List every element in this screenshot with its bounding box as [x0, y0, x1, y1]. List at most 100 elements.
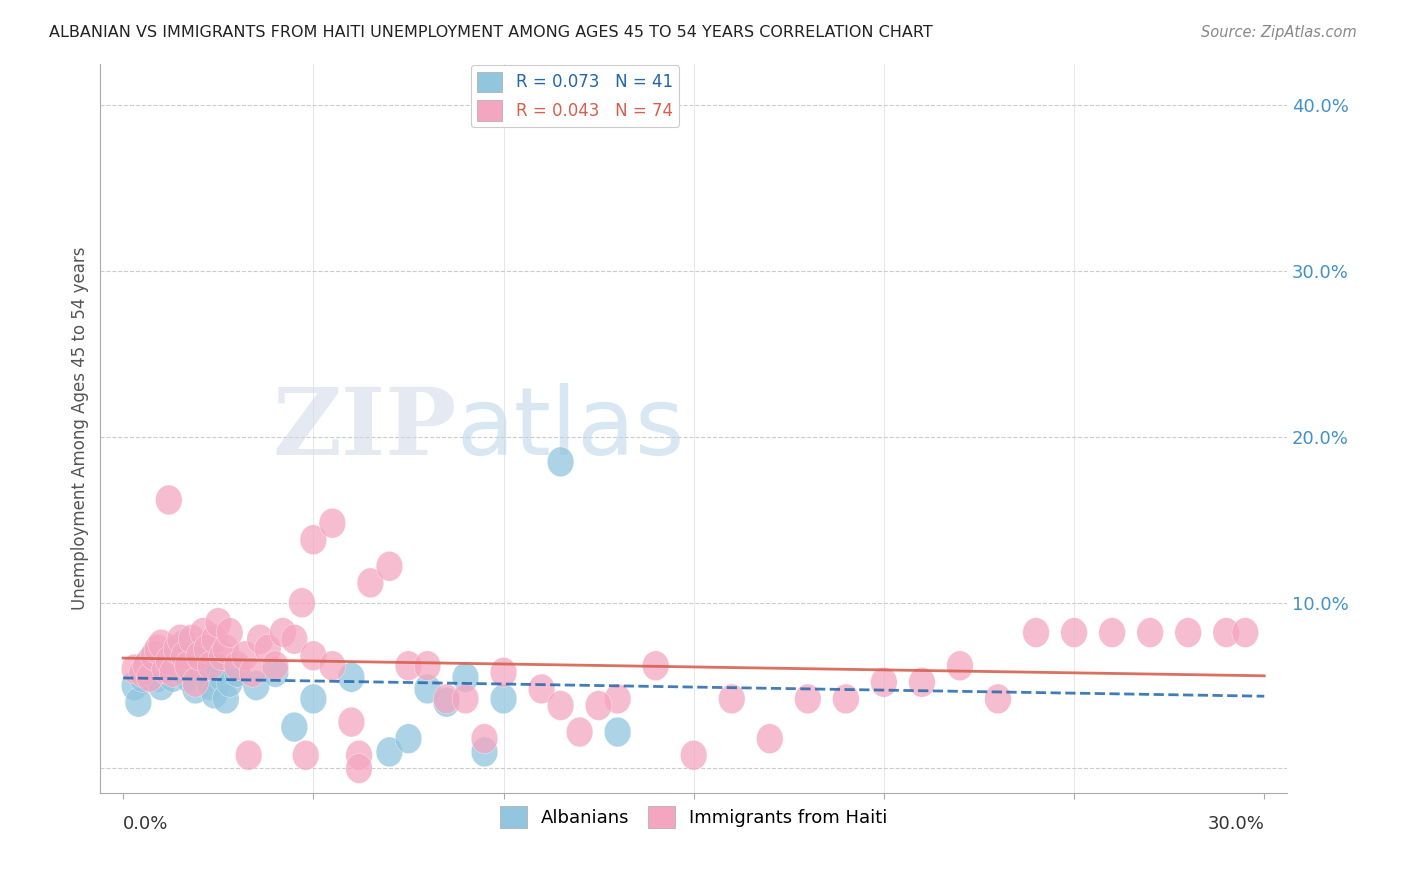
Ellipse shape: [179, 624, 205, 654]
Ellipse shape: [643, 651, 669, 681]
Ellipse shape: [346, 754, 373, 783]
Ellipse shape: [170, 629, 197, 659]
Ellipse shape: [121, 671, 148, 700]
Ellipse shape: [395, 651, 422, 681]
Ellipse shape: [415, 651, 440, 681]
Ellipse shape: [170, 640, 197, 671]
Ellipse shape: [136, 663, 163, 692]
Ellipse shape: [832, 684, 859, 714]
Ellipse shape: [152, 646, 179, 675]
Ellipse shape: [232, 640, 259, 671]
Ellipse shape: [205, 654, 232, 684]
Ellipse shape: [159, 657, 186, 687]
Ellipse shape: [1099, 617, 1125, 648]
Ellipse shape: [1213, 617, 1240, 648]
Ellipse shape: [1137, 617, 1164, 648]
Ellipse shape: [205, 607, 232, 638]
Ellipse shape: [471, 737, 498, 767]
Ellipse shape: [529, 674, 555, 704]
Ellipse shape: [346, 740, 373, 770]
Ellipse shape: [239, 657, 266, 687]
Ellipse shape: [299, 640, 326, 671]
Ellipse shape: [254, 634, 281, 664]
Ellipse shape: [121, 654, 148, 684]
Ellipse shape: [129, 663, 156, 692]
Ellipse shape: [190, 617, 217, 648]
Ellipse shape: [319, 508, 346, 538]
Ellipse shape: [224, 651, 250, 681]
Ellipse shape: [186, 646, 212, 675]
Ellipse shape: [194, 634, 221, 664]
Text: 30.0%: 30.0%: [1208, 815, 1264, 833]
Text: 0.0%: 0.0%: [124, 815, 169, 833]
Ellipse shape: [377, 551, 402, 582]
Ellipse shape: [1232, 617, 1258, 648]
Ellipse shape: [136, 646, 163, 675]
Ellipse shape: [433, 684, 460, 714]
Ellipse shape: [946, 651, 973, 681]
Ellipse shape: [605, 684, 631, 714]
Ellipse shape: [201, 679, 228, 709]
Ellipse shape: [132, 654, 159, 684]
Ellipse shape: [984, 684, 1011, 714]
Ellipse shape: [415, 674, 440, 704]
Ellipse shape: [281, 624, 308, 654]
Ellipse shape: [281, 712, 308, 742]
Ellipse shape: [224, 657, 250, 687]
Ellipse shape: [190, 654, 217, 684]
Ellipse shape: [547, 690, 574, 721]
Ellipse shape: [141, 640, 167, 671]
Ellipse shape: [152, 654, 179, 684]
Ellipse shape: [453, 663, 479, 692]
Ellipse shape: [1022, 617, 1049, 648]
Ellipse shape: [471, 723, 498, 754]
Ellipse shape: [605, 717, 631, 747]
Ellipse shape: [1060, 617, 1087, 648]
Ellipse shape: [208, 663, 235, 692]
Ellipse shape: [141, 654, 167, 684]
Ellipse shape: [194, 663, 221, 692]
Ellipse shape: [243, 671, 270, 700]
Ellipse shape: [167, 654, 194, 684]
Ellipse shape: [292, 740, 319, 770]
Ellipse shape: [174, 663, 201, 692]
Ellipse shape: [212, 634, 239, 664]
Ellipse shape: [183, 674, 208, 704]
Ellipse shape: [270, 617, 297, 648]
Ellipse shape: [183, 667, 208, 698]
Ellipse shape: [159, 663, 186, 692]
Ellipse shape: [794, 684, 821, 714]
Ellipse shape: [262, 657, 288, 687]
Ellipse shape: [201, 624, 228, 654]
Text: Source: ZipAtlas.com: Source: ZipAtlas.com: [1201, 25, 1357, 40]
Ellipse shape: [357, 568, 384, 598]
Ellipse shape: [453, 684, 479, 714]
Ellipse shape: [212, 684, 239, 714]
Ellipse shape: [125, 687, 152, 717]
Ellipse shape: [143, 663, 170, 692]
Ellipse shape: [167, 624, 194, 654]
Ellipse shape: [208, 640, 235, 671]
Ellipse shape: [377, 737, 402, 767]
Ellipse shape: [179, 654, 205, 684]
Ellipse shape: [235, 740, 262, 770]
Ellipse shape: [148, 671, 174, 700]
Ellipse shape: [299, 524, 326, 555]
Ellipse shape: [547, 447, 574, 476]
Ellipse shape: [163, 634, 190, 664]
Ellipse shape: [163, 638, 190, 667]
Ellipse shape: [756, 723, 783, 754]
Ellipse shape: [433, 687, 460, 717]
Ellipse shape: [337, 663, 364, 692]
Ellipse shape: [174, 651, 201, 681]
Ellipse shape: [567, 717, 593, 747]
Ellipse shape: [718, 684, 745, 714]
Ellipse shape: [148, 629, 174, 659]
Ellipse shape: [156, 654, 183, 684]
Ellipse shape: [156, 485, 183, 515]
Ellipse shape: [491, 657, 517, 687]
Text: ZIP: ZIP: [273, 384, 457, 474]
Ellipse shape: [319, 651, 346, 681]
Ellipse shape: [217, 617, 243, 648]
Legend: Albanians, Immigrants from Haiti: Albanians, Immigrants from Haiti: [492, 799, 896, 836]
